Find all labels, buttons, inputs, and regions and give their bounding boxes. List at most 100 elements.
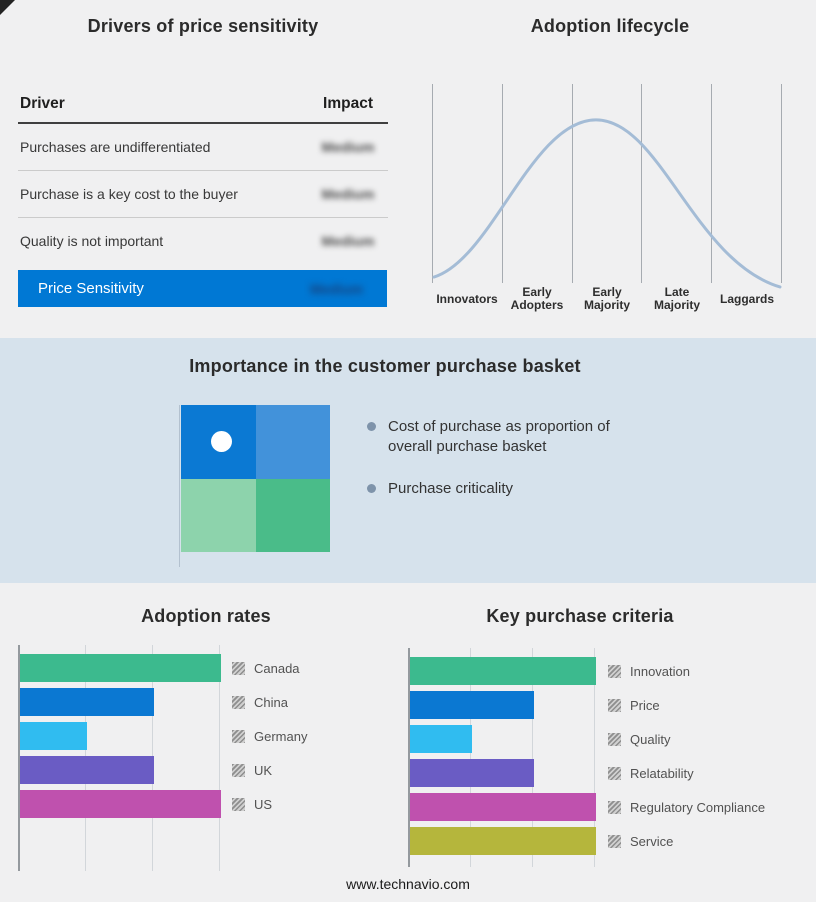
stage-gridlines: [432, 84, 782, 283]
gridline: [532, 648, 533, 867]
legend-swatch-icon: [232, 797, 245, 811]
legend-item-regulatory-compliance: Regulatory Compliance: [608, 793, 765, 821]
stage-gridline: [711, 84, 782, 283]
legend-item-service: Service: [608, 827, 765, 855]
legend-label: UK: [254, 762, 273, 778]
stage-label: Innovators: [436, 291, 498, 306]
drivers-panel-title: Drivers of price sensitivity: [87, 16, 319, 36]
legend-label: Quality: [630, 731, 671, 747]
legend-label: China: [254, 694, 288, 710]
stage-gridline: [641, 84, 711, 283]
bullet-item: Purchase criticality: [367, 479, 513, 499]
bullet-text: Purchase criticality: [388, 480, 514, 497]
legend-swatch-icon: [608, 664, 621, 678]
bar-canada: [20, 654, 221, 682]
lifecycle-curve: [432, 118, 782, 289]
legend-swatch-icon: [608, 698, 621, 712]
legend-swatch-icon: [232, 729, 245, 743]
legend-item-china: China: [232, 688, 307, 716]
key-purchase-criteria-bars: [410, 657, 596, 861]
stage-gridline: [501, 84, 572, 283]
legend-swatch-icon: [608, 834, 621, 848]
bar-regulatory-compliance: [410, 793, 596, 821]
quadrant-axis-line: [179, 405, 180, 567]
bullet-text: Cost of purchase as proportion of overal…: [388, 418, 610, 455]
table-row: Purchases are undifferentiated Medium: [18, 124, 388, 171]
legend-item-quality: Quality: [608, 725, 765, 753]
legend-label: Innovation: [630, 663, 690, 679]
bar-service: [410, 827, 596, 855]
y-axis-line: [18, 645, 20, 871]
impact-cell-redacted: Medium: [321, 233, 375, 249]
gridline: [594, 648, 595, 867]
adoption-lifecycle-chart: [432, 84, 782, 289]
stage-label: Early Majority: [583, 285, 630, 312]
quadrant-matrix: [181, 405, 330, 552]
bullet-item: Cost of purchase as proportion of overal…: [367, 417, 636, 457]
quadrant-bottom-left: [181, 478, 256, 552]
legend-item-canada: Canada: [232, 654, 307, 682]
purchase-basket-band-background: [0, 338, 816, 583]
corner-accent: [0, 0, 15, 15]
driver-column-header: Driver: [20, 95, 65, 112]
driver-cell: Quality is not important: [20, 233, 164, 249]
adoption-rates-chart: [18, 645, 230, 871]
bar-relatability: [410, 759, 534, 787]
price-sensitivity-bar: Price Sensitivity Medium: [18, 270, 387, 307]
bar-innovation: [410, 657, 596, 685]
legend-label: Relatability: [630, 765, 694, 781]
bar-price: [410, 691, 534, 719]
table-row: Purchase is a key cost to the buyer Medi…: [18, 171, 388, 218]
adoption-rates-title: Adoption rates: [141, 606, 271, 626]
position-dot-icon: [211, 431, 232, 452]
bar-uk: [20, 756, 154, 784]
legend-swatch-icon: [232, 661, 245, 675]
quadrant-bottom-right: [255, 478, 330, 552]
legend-label: Price: [630, 697, 660, 713]
quadrant-top-right: [255, 405, 330, 479]
drivers-table-header: Driver Impact: [18, 95, 388, 124]
price-sensitivity-impact-redacted: Medium: [310, 280, 363, 297]
legend-item-innovation: Innovation: [608, 657, 765, 685]
legend-swatch-icon: [232, 763, 245, 777]
price-sensitivity-label: Price Sensitivity: [38, 280, 144, 297]
legend-swatch-icon: [608, 732, 621, 746]
bullet-icon: [367, 422, 376, 431]
legend-label: Service: [630, 833, 674, 849]
legend-item-us: US: [232, 790, 307, 818]
gridline: [219, 645, 220, 871]
key-purchase-criteria-legend: Innovation Price Quality Relatability Regula…: [608, 657, 765, 861]
impact-cell-redacted: Medium: [321, 139, 375, 155]
table-row: Quality is not important Medium: [18, 218, 388, 264]
bar-us: [20, 790, 221, 818]
impact-cell-redacted: Medium: [321, 186, 375, 202]
key-purchase-criteria-title: Key purchase criteria: [486, 606, 674, 626]
footer-url: www.technavio.com: [346, 876, 470, 892]
legend-item-relatability: Relatability: [608, 759, 765, 787]
legend-swatch-icon: [608, 800, 621, 814]
legend-item-uk: UK: [232, 756, 307, 784]
key-purchase-criteria-chart: [408, 648, 604, 867]
legend-label: Canada: [254, 660, 300, 676]
gridline: [470, 648, 471, 867]
legend-swatch-icon: [608, 766, 621, 780]
bar-germany: [20, 722, 87, 750]
stage-label: Laggards: [719, 291, 774, 306]
legend-item-germany: Germany: [232, 722, 307, 750]
stage-gridline: [432, 84, 502, 283]
impact-column-header: Impact: [323, 95, 373, 112]
basket-panel-title: Importance in the customer purchase bask…: [189, 356, 581, 376]
legend-item-price: Price: [608, 691, 765, 719]
driver-cell: Purchases are undifferentiated: [20, 139, 211, 155]
bullet-icon: [367, 484, 376, 493]
legend-label: US: [254, 796, 273, 812]
driver-cell: Purchase is a key cost to the buyer: [20, 186, 238, 202]
adoption-rates-legend: Canada China Germany UK US: [232, 654, 307, 824]
legend-swatch-icon: [232, 695, 245, 709]
drivers-table: Driver Impact Purchases are undifferenti…: [18, 95, 388, 264]
bar-quality: [410, 725, 472, 753]
legend-label: Germany: [254, 728, 308, 744]
stage-label: Early Adopters: [510, 285, 564, 312]
y-axis-line: [408, 648, 410, 867]
